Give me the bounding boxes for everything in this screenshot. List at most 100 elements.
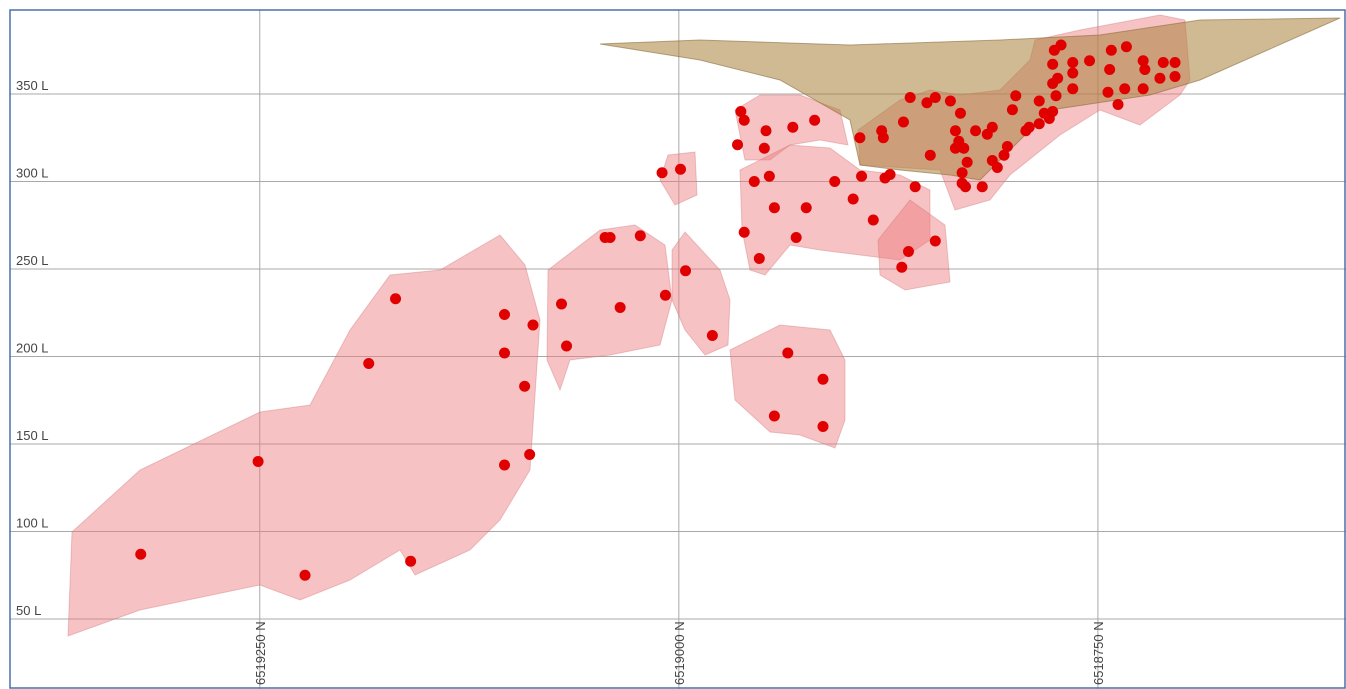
ore-body — [729, 324, 846, 449]
drill-intercept — [524, 449, 536, 460]
drill-intercept — [817, 373, 829, 385]
drill-intercept — [1010, 90, 1022, 102]
x-tick-label: 6519250 N — [253, 621, 268, 685]
drill-intercept — [867, 214, 879, 226]
ore-body — [546, 224, 673, 392]
x-tick-label: 6518750 N — [1091, 621, 1106, 685]
drill-intercept — [954, 107, 966, 119]
drill-intercept — [763, 170, 775, 182]
drill-intercept — [809, 114, 821, 126]
drill-intercept — [959, 181, 971, 193]
drill-intercept — [877, 132, 889, 144]
drill-intercept — [1104, 64, 1116, 75]
drill-intercept — [363, 358, 375, 369]
drill-intercept — [1119, 83, 1131, 95]
drill-intercept — [659, 289, 671, 301]
y-tick-label: 250 L — [16, 253, 49, 268]
drill-intercept — [884, 169, 896, 180]
drill-intercept — [527, 319, 539, 331]
drill-intercept — [604, 232, 616, 243]
frame — [9, 9, 1346, 689]
x-tick-label: 6519000 N — [672, 621, 687, 685]
drill-intercept — [135, 548, 147, 560]
drill-intercept — [949, 142, 961, 154]
drill-intercept — [1047, 106, 1059, 117]
drill-intercept — [817, 421, 829, 432]
y-tick-label: 300 L — [16, 166, 49, 181]
drill-intercept — [1033, 118, 1045, 130]
ore-body — [877, 199, 951, 291]
drill-intercept — [949, 125, 961, 137]
drill-intercept — [854, 132, 866, 144]
drill-intercept — [976, 181, 988, 193]
y-tick-label: 100 L — [16, 516, 49, 531]
drill-intercept — [735, 106, 747, 117]
drill-intercept — [904, 92, 916, 103]
pit-surface — [599, 17, 1341, 181]
drill-intercept — [970, 125, 982, 137]
drill-intercept — [499, 347, 511, 359]
y-tick-label: 200 L — [16, 341, 49, 356]
drill-intercept — [991, 162, 1003, 173]
drill-intercept — [299, 569, 311, 581]
drill-intercept — [1169, 57, 1181, 68]
drill-intercept — [986, 121, 998, 133]
drill-intercept — [405, 555, 417, 567]
drill-intercept — [252, 456, 264, 467]
drill-intercept — [958, 142, 970, 154]
drill-intercept — [1001, 141, 1013, 152]
drill-intercept — [1006, 104, 1018, 116]
drill-intercept — [1112, 99, 1124, 110]
drill-intercept — [787, 121, 799, 133]
drill-intercept — [1137, 55, 1149, 67]
drill-intercept — [680, 265, 692, 277]
drill-intercept — [706, 330, 718, 341]
drill-intercept — [782, 347, 794, 359]
drill-intercept — [634, 230, 646, 242]
y-tick-label: 50 L — [16, 603, 41, 618]
drill-intercept — [1169, 71, 1181, 82]
y-tick-label: 350 L — [16, 78, 49, 93]
drill-intercept — [1023, 121, 1035, 133]
drill-intercept — [847, 193, 859, 205]
drill-intercept — [738, 226, 750, 238]
drill-intercept — [555, 298, 567, 310]
geology-bodies — [67, 14, 1341, 637]
drill-intercept — [614, 302, 626, 313]
drill-intercept — [1105, 44, 1117, 56]
drill-intercept — [758, 142, 770, 154]
drill-intercept — [1048, 44, 1060, 56]
drill-intercept — [753, 253, 765, 264]
drill-intercept — [1154, 72, 1166, 84]
drill-intercept — [675, 163, 687, 175]
drill-intercept — [1084, 55, 1096, 67]
drill-intercept — [738, 114, 750, 126]
drill-intercept — [956, 167, 968, 179]
drill-intercept — [909, 181, 921, 193]
drill-intercept — [1120, 41, 1132, 53]
drill-intercept — [561, 340, 573, 352]
drill-intercept — [929, 235, 941, 247]
drill-intercept — [499, 459, 511, 471]
drill-intercept — [1137, 83, 1149, 95]
drill-intercept — [924, 149, 936, 161]
drill-intercept — [768, 202, 780, 214]
drill-intercept — [921, 97, 933, 109]
drill-intercept — [1139, 64, 1151, 75]
ore-body — [67, 234, 541, 637]
drill-intercept — [1052, 72, 1064, 84]
drill-intercept — [732, 139, 744, 151]
drill-intercept — [897, 116, 909, 128]
drill-intercept — [1067, 83, 1079, 95]
drill-intercept — [1047, 58, 1059, 70]
drill-intercept — [748, 176, 760, 187]
drill-intercept — [1102, 86, 1114, 98]
drill-intercept — [519, 380, 531, 392]
drill-intercept — [499, 309, 511, 320]
drill-intercept — [1067, 57, 1079, 68]
drill-intercept — [961, 156, 973, 168]
ore-body — [671, 231, 731, 356]
drill-intercept — [1157, 57, 1169, 68]
